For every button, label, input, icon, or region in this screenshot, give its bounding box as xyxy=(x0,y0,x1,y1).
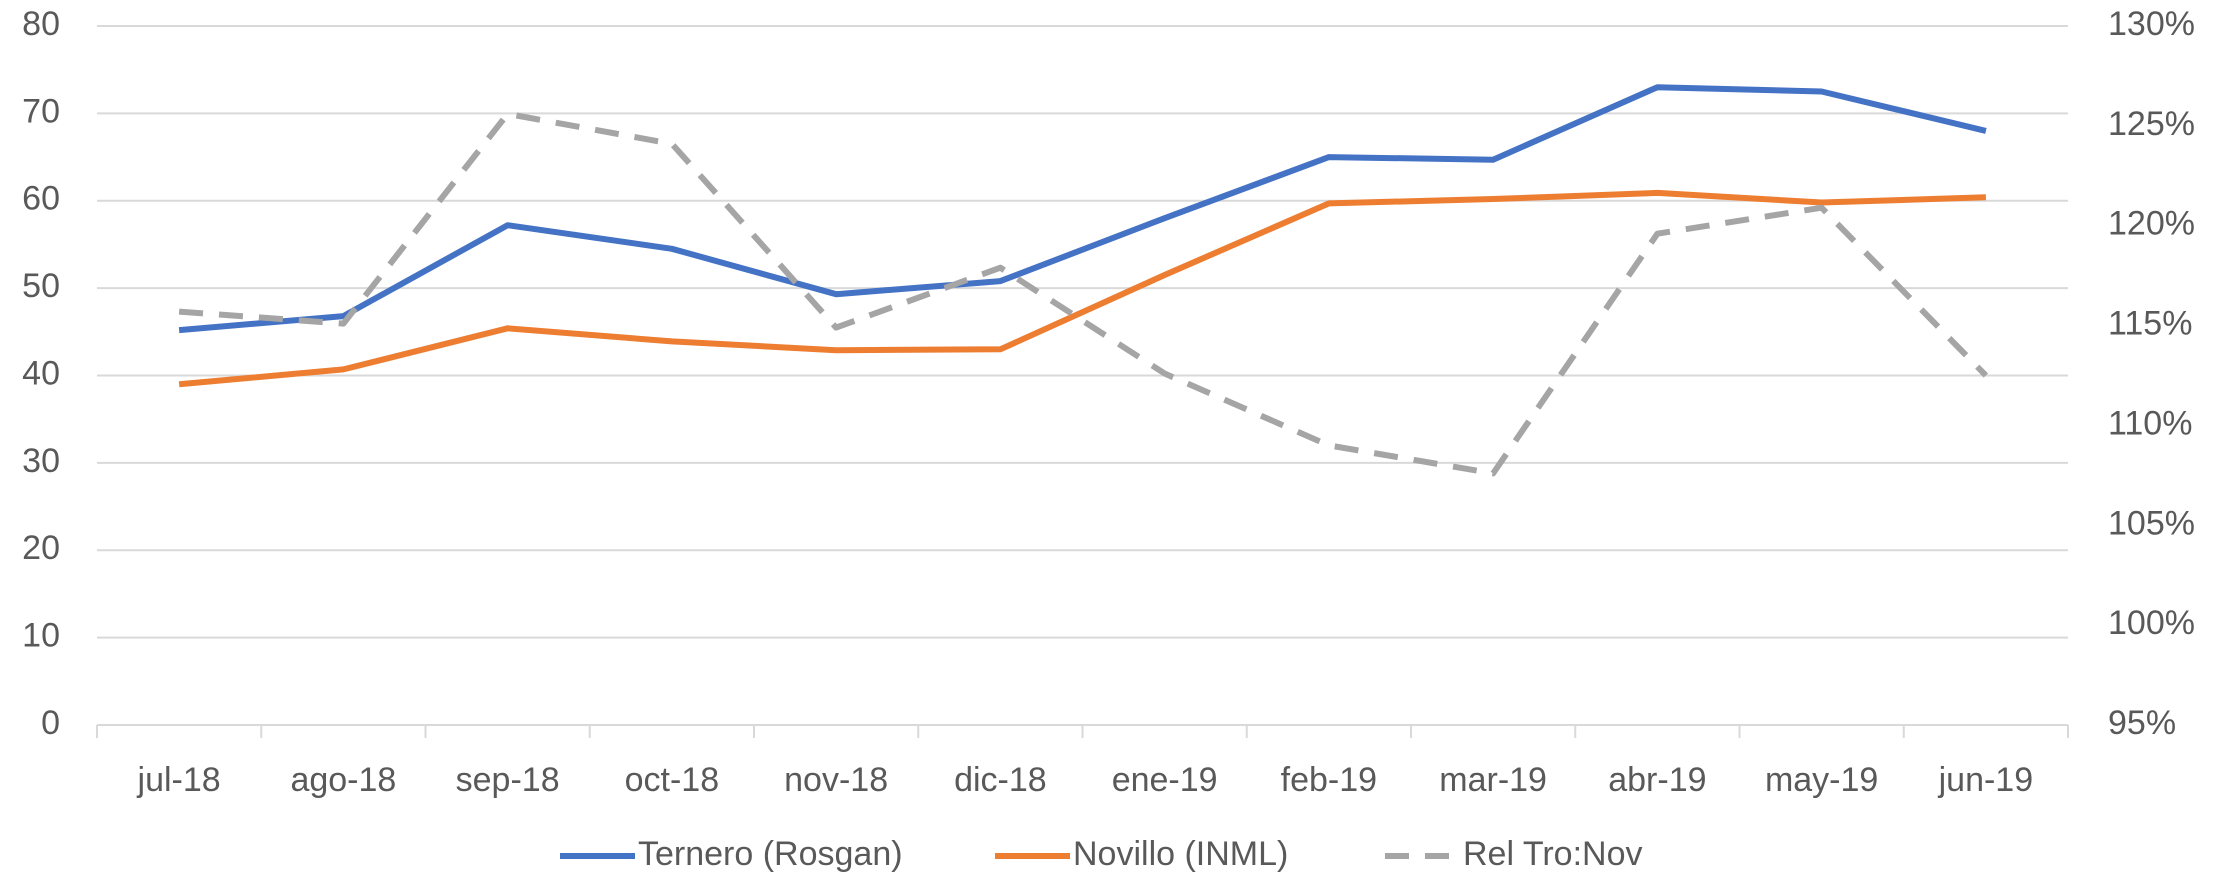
series-line xyxy=(178,110,1989,477)
legend-label: Novillo (INML) xyxy=(1073,835,1288,872)
series-line xyxy=(178,189,1986,388)
x-tick-label: abr-19 xyxy=(1608,761,1706,799)
y2-tick-label: 110% xyxy=(2108,404,2192,442)
legend-label: Ternero (Rosgan) xyxy=(638,835,903,872)
y-tick-label: 10 xyxy=(22,617,60,655)
x-tick-label: jun-19 xyxy=(1938,761,2034,799)
legend-label: Rel Tro:Nov xyxy=(1463,835,1643,872)
x-tick-label: ene-19 xyxy=(1112,761,1218,799)
x-tick-label: nov-18 xyxy=(784,761,888,799)
y2-tick-label: 100% xyxy=(2108,604,2195,642)
x-tick-label: may-19 xyxy=(1765,761,1878,799)
x-tick-label: oct-18 xyxy=(625,761,720,799)
y2-tick-label: 105% xyxy=(2108,504,2195,542)
y-tick-label: 60 xyxy=(22,180,60,218)
y2-tick-label: 115% xyxy=(2108,305,2192,343)
x-tick-label: dic-18 xyxy=(954,761,1047,799)
y-tick-label: 80 xyxy=(22,5,60,43)
y2-tick-label: 95% xyxy=(2108,704,2176,742)
y-tick-label: 40 xyxy=(22,354,60,392)
y2-tick-label: 120% xyxy=(2108,205,2195,243)
x-tick-label: ago-18 xyxy=(290,761,396,799)
x-tick-label: jul-18 xyxy=(137,761,221,799)
y-tick-label: 0 xyxy=(41,704,60,742)
y2-tick-label: 125% xyxy=(2108,105,2195,143)
x-tick-label: feb-19 xyxy=(1281,761,1377,799)
y-tick-label: 20 xyxy=(22,529,60,567)
y-tick-label: 50 xyxy=(22,267,60,305)
y-tick-label: 30 xyxy=(22,442,60,480)
x-tick-label: sep-18 xyxy=(456,761,560,799)
x-tick-label: mar-19 xyxy=(1439,761,1547,799)
y2-tick-label: 130% xyxy=(2108,5,2195,43)
y-tick-label: 70 xyxy=(22,92,60,130)
series-line xyxy=(178,84,1987,334)
